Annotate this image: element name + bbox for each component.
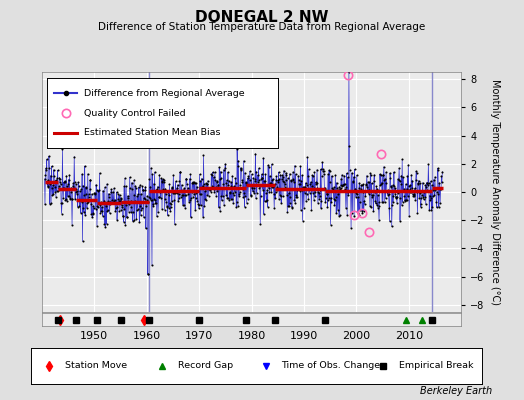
Text: DONEGAL 2 NW: DONEGAL 2 NW [195,10,329,25]
Text: Estimated Station Mean Bias: Estimated Station Mean Bias [84,128,221,137]
Text: Empirical Break: Empirical Break [399,362,473,370]
Text: 2010: 2010 [395,331,423,341]
Text: 1980: 1980 [237,331,266,341]
Text: Difference from Regional Average: Difference from Regional Average [84,89,245,98]
Text: 1950: 1950 [80,331,108,341]
Text: 1970: 1970 [185,331,213,341]
Text: Record Gap: Record Gap [178,362,233,370]
Text: 2000: 2000 [342,331,370,341]
Text: 1990: 1990 [290,331,318,341]
Text: Berkeley Earth: Berkeley Earth [420,386,493,396]
Text: Station Move: Station Move [65,362,127,370]
Y-axis label: Monthly Temperature Anomaly Difference (°C): Monthly Temperature Anomaly Difference (… [490,79,500,305]
Text: Quality Control Failed: Quality Control Failed [84,108,185,118]
Text: Time of Obs. Change: Time of Obs. Change [281,362,380,370]
Text: 1960: 1960 [133,331,161,341]
Text: Difference of Station Temperature Data from Regional Average: Difference of Station Temperature Data f… [99,22,425,32]
